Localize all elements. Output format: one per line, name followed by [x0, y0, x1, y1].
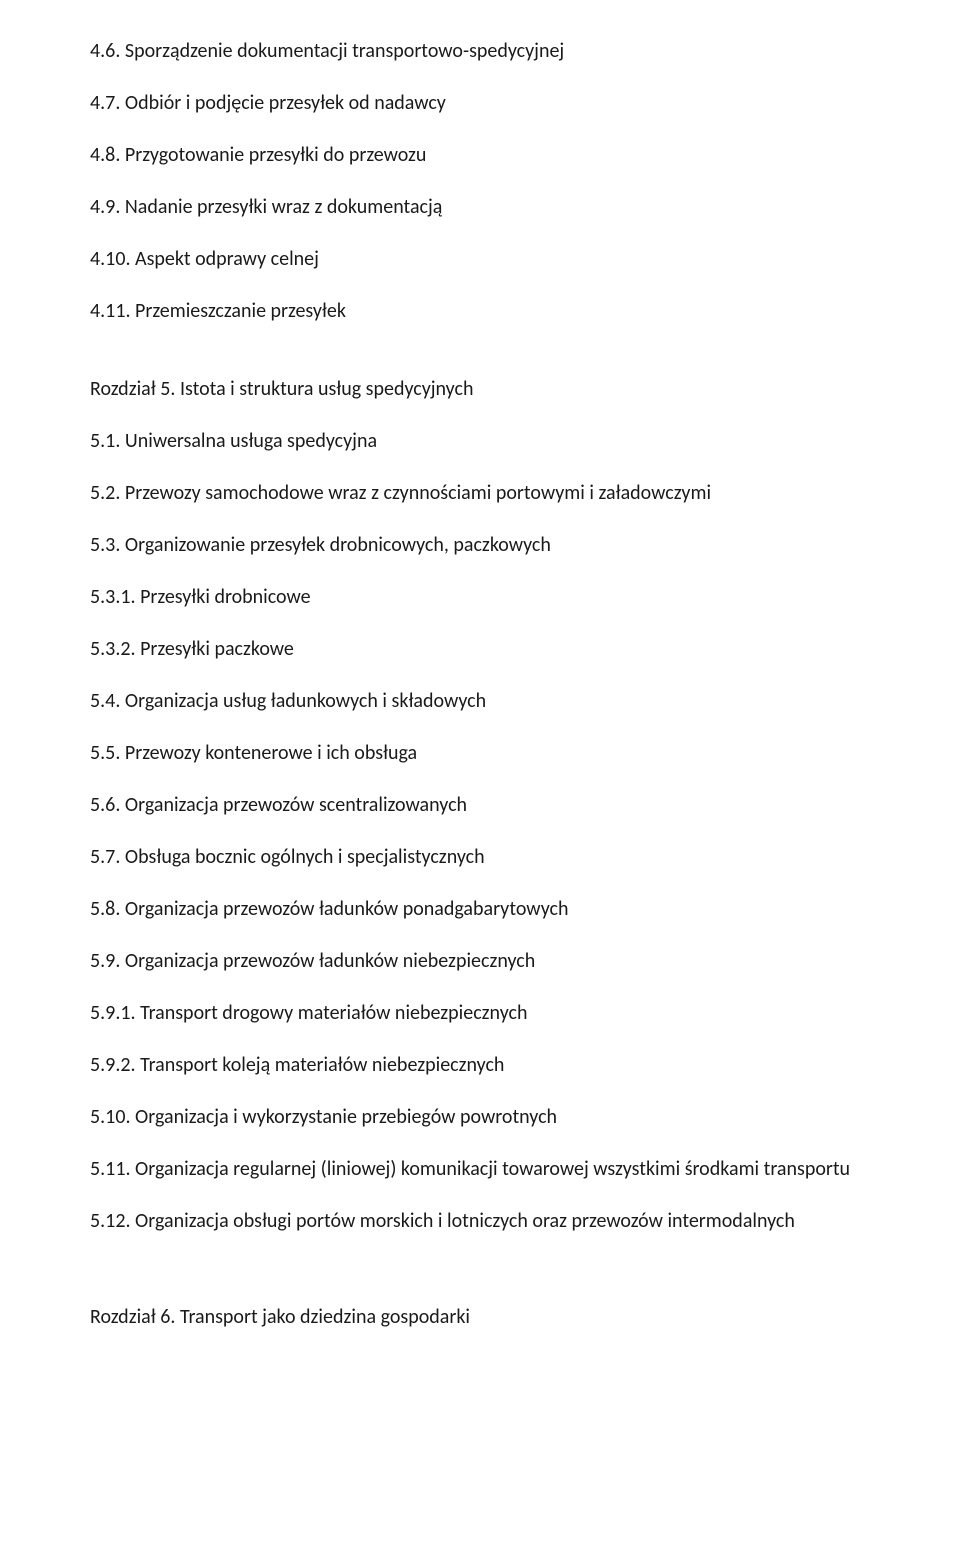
toc-entry: 5.6. Organizacja przewozów scentralizowa… [90, 792, 870, 818]
toc-entry: 5.11. Organizacja regularnej (liniowej) … [90, 1156, 870, 1182]
toc-entry: 5.7. Obsługa bocznic ogólnych i specjali… [90, 844, 870, 870]
toc-entry: 5.3.1. Przesyłki drobnicowe [90, 584, 870, 610]
toc-entry: 4.11. Przemieszczanie przesyłek [90, 298, 870, 324]
toc-entry: 4.7. Odbiór i podjęcie przesyłek od nada… [90, 90, 870, 116]
toc-entry: 5.8. Organizacja przewozów ładunków pona… [90, 896, 870, 922]
toc-entry: 5.3.2. Przesyłki paczkowe [90, 636, 870, 662]
toc-entry: 5.2. Przewozy samochodowe wraz z czynnoś… [90, 480, 870, 506]
toc-entry: 5.5. Przewozy kontenerowe i ich obsługa [90, 740, 870, 766]
toc-entry: 5.3. Organizowanie przesyłek drobnicowyc… [90, 532, 870, 558]
toc-entry: 5.1. Uniwersalna usługa spedycyjna [90, 428, 870, 454]
toc-entry: 4.8. Przygotowanie przesyłki do przewozu [90, 142, 870, 168]
toc-entry: 5.4. Organizacja usług ładunkowych i skł… [90, 688, 870, 714]
toc-entry: 5.12. Organizacja obsługi portów morskic… [90, 1208, 870, 1234]
toc-entry: 4.6. Sporządzenie dokumentacji transport… [90, 38, 870, 64]
toc-entry: 4.10. Aspekt odprawy celnej [90, 246, 870, 272]
toc-entry: 4.9. Nadanie przesyłki wraz z dokumentac… [90, 194, 870, 220]
chapter-heading: Rozdział 6. Transport jako dziedzina gos… [90, 1304, 870, 1330]
toc-entry: 5.9. Organizacja przewozów ładunków nieb… [90, 948, 870, 974]
chapter-heading: Rozdział 5. Istota i struktura usług spe… [90, 376, 870, 402]
toc-entry: 5.9.2. Transport koleją materiałów niebe… [90, 1052, 870, 1078]
toc-entry: 5.9.1. Transport drogowy materiałów nieb… [90, 1000, 870, 1026]
toc-entry: 5.10. Organizacja i wykorzystanie przebi… [90, 1104, 870, 1130]
